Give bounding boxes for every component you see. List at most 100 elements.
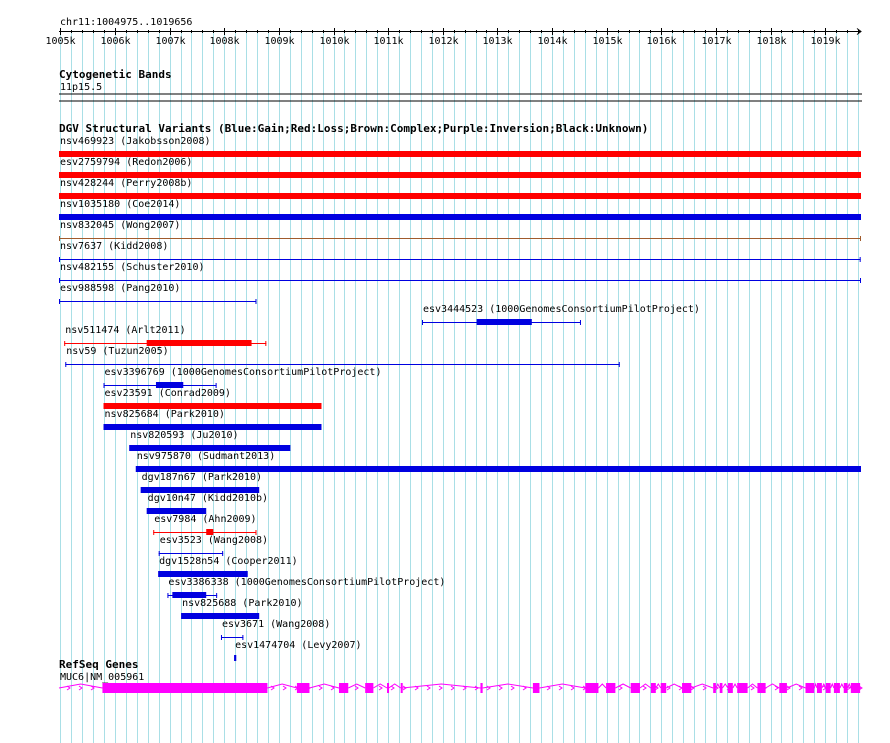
strand-arrow — [210, 685, 215, 691]
variant-feature: nsv820593 (Ju2010) — [129, 430, 291, 451]
strand-arrow — [666, 685, 671, 691]
strand-arrow — [846, 685, 851, 691]
gene-exon — [719, 683, 723, 693]
gene-exon — [850, 683, 861, 693]
variant-label: dgv1528n54 (Cooper2011) — [159, 556, 297, 567]
gene-exon — [843, 683, 848, 693]
strand-arrow — [546, 685, 551, 691]
gene-exon — [779, 683, 787, 693]
strand-arrow — [330, 685, 335, 691]
strand-arrow — [558, 685, 563, 691]
strand-arrow — [294, 685, 299, 691]
ruler-tick-label: 1015k — [592, 36, 622, 47]
gene-exon — [757, 683, 766, 693]
strand-arrow — [810, 685, 815, 691]
strand-arrow — [630, 685, 635, 691]
variant-feature: esv3444523 (1000GenomesConsortiumPilotPr… — [422, 304, 700, 325]
gene-exon — [480, 683, 483, 693]
variant-bar — [103, 424, 322, 430]
strand-arrow — [834, 685, 839, 691]
strand-arrow — [858, 685, 863, 691]
ruler-tick-label: 1005k — [45, 36, 75, 47]
variant-feature: nsv825688 (Park2010) — [181, 598, 303, 619]
region-label: chr11:1004975..1019656 — [60, 17, 192, 28]
variant-core-bar — [146, 340, 252, 346]
strand-arrow — [378, 685, 383, 691]
ruler-tick-label: 1017k — [701, 36, 731, 47]
gene-exon — [387, 683, 390, 693]
strand-arrow — [738, 685, 743, 691]
ruler-tick-label: 1009k — [264, 36, 294, 47]
gene-introns — [58, 682, 861, 689]
variant-bar — [135, 466, 862, 472]
strand-arrow — [246, 685, 251, 691]
strand-arrow — [606, 685, 611, 691]
strand-arrow — [678, 685, 683, 691]
variant-label: nsv469923 (Jakobsson2008) — [60, 136, 211, 147]
ruler-tick-label: 1016k — [646, 36, 676, 47]
strand-arrow — [270, 685, 275, 691]
strand-arrow — [102, 685, 107, 691]
strand-arrow — [78, 685, 83, 691]
strand-arrow — [438, 685, 443, 691]
gene-exon — [585, 683, 599, 693]
variant-label: esv2759794 (Redon2006) — [60, 157, 192, 168]
strand-arrow — [258, 685, 263, 691]
variant-label: nsv511474 (Arlt2011) — [65, 325, 185, 336]
strand-arrow — [618, 685, 623, 691]
strand-arrow — [750, 685, 755, 691]
variant-core-bar — [476, 319, 532, 325]
strand-arrow — [150, 685, 155, 691]
variant-bar — [181, 613, 260, 619]
strand-arrow — [114, 685, 119, 691]
variant-core-bar — [172, 592, 207, 598]
strand-arrow — [198, 685, 203, 691]
variant-label: nsv825688 (Park2010) — [182, 598, 302, 609]
variant-bar — [129, 445, 291, 451]
strand-arrow — [402, 685, 407, 691]
gene-exon — [805, 683, 815, 693]
variant-feature: nsv1035180 (Coe2014) — [59, 199, 861, 220]
variant-label: dgv187n67 (Park2010) — [142, 472, 262, 483]
ruler-arrow — [856, 28, 862, 35]
coordinate-ruler: 1005k 1006k 1007k 1008k 1009k 1010k 1011k 1012k… — [45, 28, 862, 47]
variant-feature: nsv482155 (Schuster2010) — [59, 262, 861, 283]
variant-feature: esv3386338 (1000GenomesConsortiumPilotPr… — [167, 577, 445, 598]
strand-arrow — [534, 685, 539, 691]
strand-arrow — [798, 685, 803, 691]
ruler-tick-label: 1012k — [428, 36, 458, 47]
variant-label: esv3444523 (1000GenomesConsortiumPilotPr… — [423, 304, 700, 315]
variant-feature: esv1474704 (Levy2007) — [234, 640, 362, 661]
variant-feature: nsv511474 (Arlt2011) — [64, 325, 267, 346]
variant-label: esv3523 (Wang2008) — [160, 535, 268, 546]
strand-arrow — [486, 685, 491, 691]
ruler-tick-label: 1006k — [100, 36, 130, 47]
variant-bar — [59, 151, 861, 157]
ruler-tick-label: 1010k — [319, 36, 349, 47]
variant-feature: nsv975870 (Sudmant2013) — [135, 451, 862, 472]
strand-arrow — [582, 685, 587, 691]
dgv-variants: nsv469923 (Jakobsson2008) esv2759794 (Red… — [59, 136, 862, 661]
strand-arrow — [66, 685, 71, 691]
strand-arrow — [426, 685, 431, 691]
strand-arrow — [822, 685, 827, 691]
strand-arrow — [354, 685, 359, 691]
ruler-tick-label: 1014k — [537, 36, 567, 47]
strand-arrow — [90, 685, 95, 691]
strand-arrow — [174, 685, 179, 691]
gene-label: MUC6|NM_005961 — [60, 672, 144, 683]
variant-bar — [103, 403, 322, 409]
strand-arrow — [414, 685, 419, 691]
variant-label: esv988598 (Pang2010) — [60, 283, 180, 294]
strand-arrow — [570, 685, 575, 691]
variant-label: nsv1035180 (Coe2014) — [60, 199, 180, 210]
strand-arrow — [774, 685, 779, 691]
strand-arrow — [498, 685, 503, 691]
strand-arrow — [702, 685, 707, 691]
variant-label: nsv820593 (Ju2010) — [130, 430, 238, 441]
strand-arrow — [762, 685, 767, 691]
strand-arrow — [138, 685, 143, 691]
strand-arrow — [654, 685, 659, 691]
gene-exon — [682, 683, 692, 693]
gene-exon — [532, 683, 540, 693]
